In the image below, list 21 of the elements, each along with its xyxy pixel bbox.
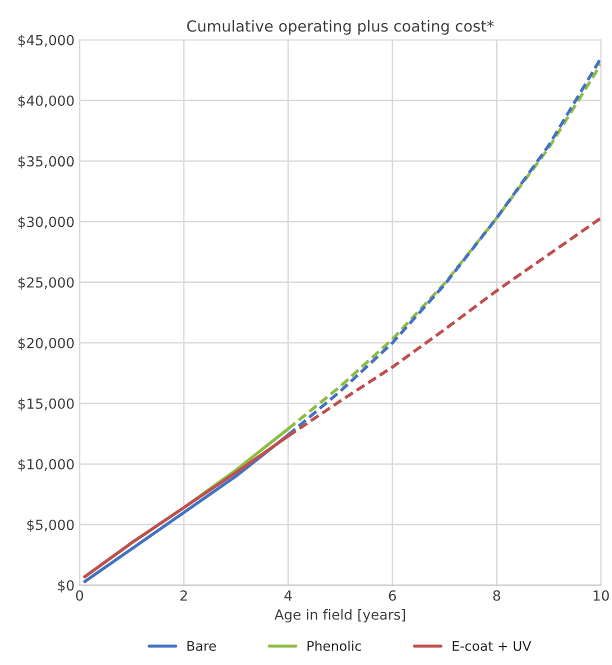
y-tick-label: $5,000 bbox=[27, 519, 74, 532]
x-tick-label: 6 bbox=[388, 590, 396, 601]
y-tick-label: $20,000 bbox=[18, 338, 74, 350]
legend-label: Bare bbox=[187, 641, 216, 651]
x-tick-label: 4 bbox=[284, 590, 292, 601]
y-tick-label: $10,000 bbox=[18, 458, 74, 472]
y-tick-label: $40,000 bbox=[18, 95, 74, 108]
x-axis-title: Age in field [years] bbox=[274, 609, 405, 622]
y-tick-label: $15,000 bbox=[18, 398, 74, 411]
x-tick-label: 10 bbox=[594, 590, 609, 601]
chart-title: Cumulative operating plus coating cost* bbox=[187, 20, 494, 35]
x-tick-label: 0 bbox=[76, 590, 84, 601]
y-tick-label: $0 bbox=[58, 580, 74, 593]
y-tick-label: $35,000 bbox=[18, 156, 74, 168]
y-tick-label: $25,000 bbox=[18, 276, 74, 290]
legend-label: Phenolic bbox=[308, 640, 361, 651]
legend-label: E-coat + UV bbox=[452, 641, 532, 651]
y-tick-label: $45,000 bbox=[18, 34, 74, 48]
x-tick-label: 2 bbox=[180, 590, 187, 601]
x-tick-label: 8 bbox=[493, 590, 500, 601]
y-tick-label: $30,000 bbox=[18, 216, 74, 229]
